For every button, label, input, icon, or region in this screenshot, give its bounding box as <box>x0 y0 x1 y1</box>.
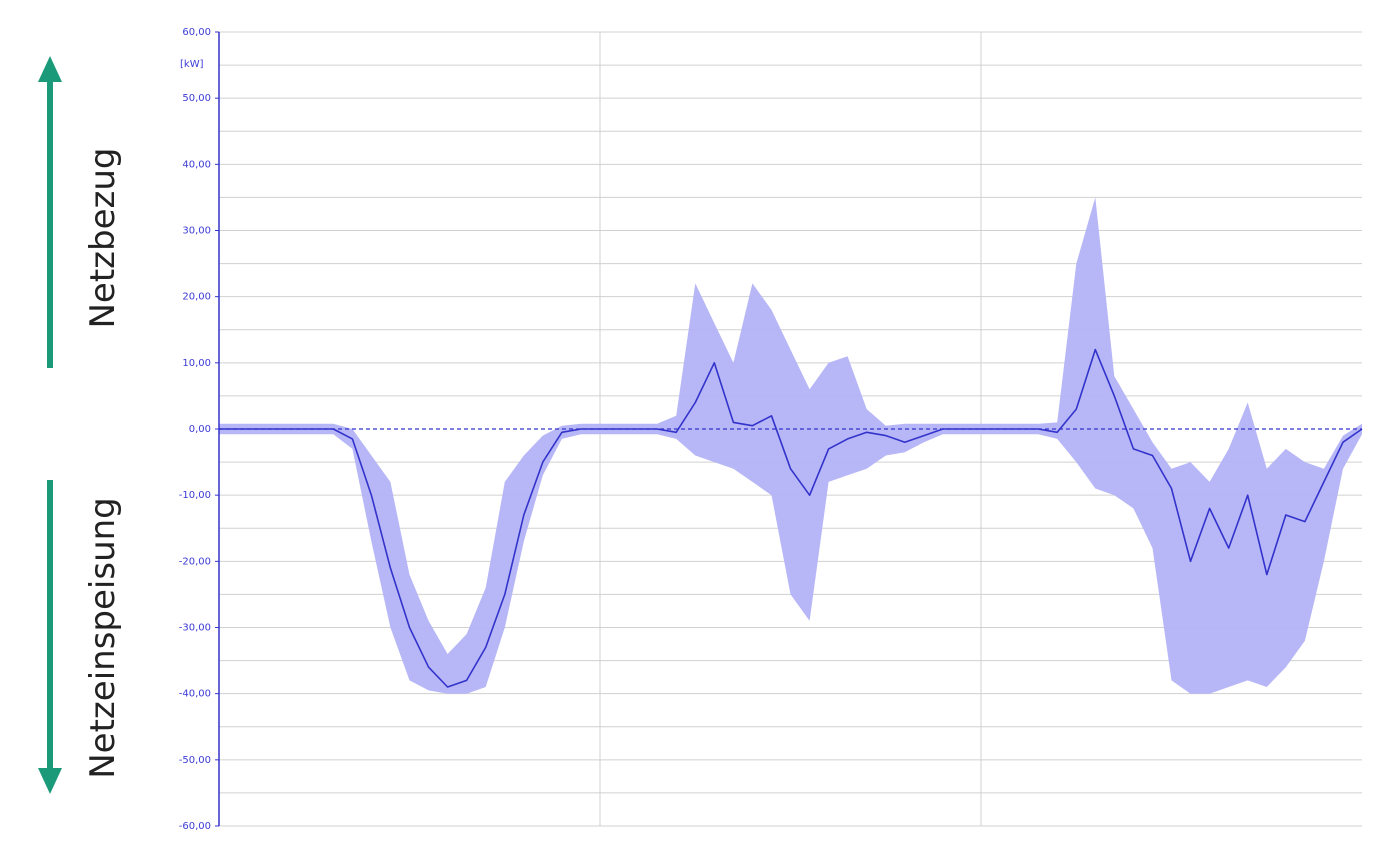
up-arrow-head <box>38 56 62 82</box>
y-tick-label: 60,00 <box>182 27 211 38</box>
down-arrow-icon <box>38 480 62 794</box>
y-axis-unit-label: [kW] <box>180 59 204 70</box>
range-band <box>219 197 1362 694</box>
y-tick-label: 10,00 <box>182 358 211 369</box>
y-tick-label: 30,00 <box>182 226 211 237</box>
down-arrow-head <box>38 768 62 794</box>
netzbezug-label: Netzbezug <box>83 147 123 328</box>
y-tick-label: -10,00 <box>179 490 211 501</box>
y-tick-label: 20,00 <box>182 292 211 303</box>
series-mean-line <box>219 348 1363 688</box>
y-tick-label: 40,00 <box>182 159 211 170</box>
netzeinspeisung-label: Netzeinspeisung <box>83 497 123 779</box>
series-range-area <box>219 197 1362 694</box>
y-tick-label: -50,00 <box>179 755 211 766</box>
y-tick-label: 0,00 <box>189 424 211 435</box>
y-tick-label: -30,00 <box>179 623 211 634</box>
up-arrow-icon <box>38 56 62 368</box>
y-tick-label: -20,00 <box>179 556 211 567</box>
y-tick-label: -40,00 <box>179 689 211 700</box>
y-tick-label: -60,00 <box>179 821 211 832</box>
y-axis: 60,00 50,00 40,00 30,00 20,00 10,00 0,00 -10,00… <box>179 27 220 832</box>
mean-line <box>219 348 1363 688</box>
y-tick-label: 50,00 <box>182 93 211 104</box>
